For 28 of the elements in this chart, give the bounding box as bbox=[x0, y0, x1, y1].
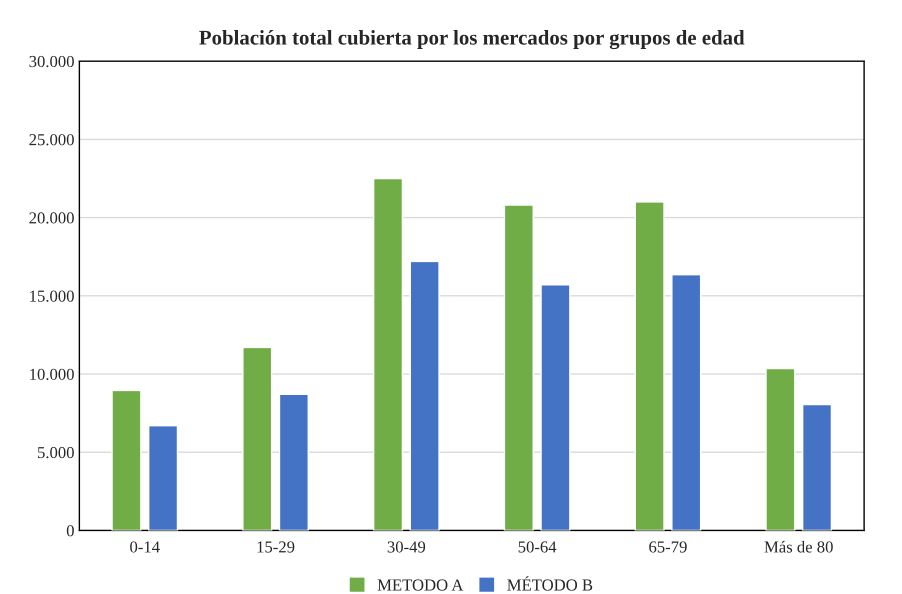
x-tick-label: 65-79 bbox=[649, 541, 687, 553]
y-tick-label: 20.000 bbox=[29, 212, 74, 224]
y-tick-label: 10.000 bbox=[30, 368, 74, 380]
bar bbox=[242, 346, 272, 530]
y-tick-label: 0 bbox=[66, 525, 74, 536]
x-tick-label: 30-49 bbox=[388, 541, 426, 553]
legend-label: MÉTODO B bbox=[507, 576, 592, 591]
x-tick-label: 15-29 bbox=[258, 541, 294, 553]
bar bbox=[148, 424, 178, 530]
chart-title: Población total cubierta por los mercados por grupos de edad bbox=[199, 30, 744, 50]
x-tick-label: 0-14 bbox=[130, 541, 160, 553]
bar bbox=[802, 404, 832, 530]
bar bbox=[410, 260, 440, 530]
y-tick-label: 15.000 bbox=[30, 290, 74, 302]
bar bbox=[671, 274, 702, 530]
bar bbox=[765, 368, 796, 530]
x-tick-label: Más de 80 bbox=[764, 540, 833, 553]
bar bbox=[634, 201, 665, 530]
y-tick-label: 25.000 bbox=[29, 134, 74, 146]
bar bbox=[372, 178, 404, 530]
bar bbox=[504, 204, 534, 530]
y-tick-label: 5.000 bbox=[38, 446, 74, 458]
y-tick-label: 30.000 bbox=[29, 56, 74, 68]
legend-label: METODO A bbox=[378, 579, 464, 591]
x-tick-label: 50-64 bbox=[518, 541, 556, 553]
bar bbox=[278, 394, 309, 530]
bar bbox=[540, 284, 571, 530]
bar bbox=[111, 390, 142, 530]
